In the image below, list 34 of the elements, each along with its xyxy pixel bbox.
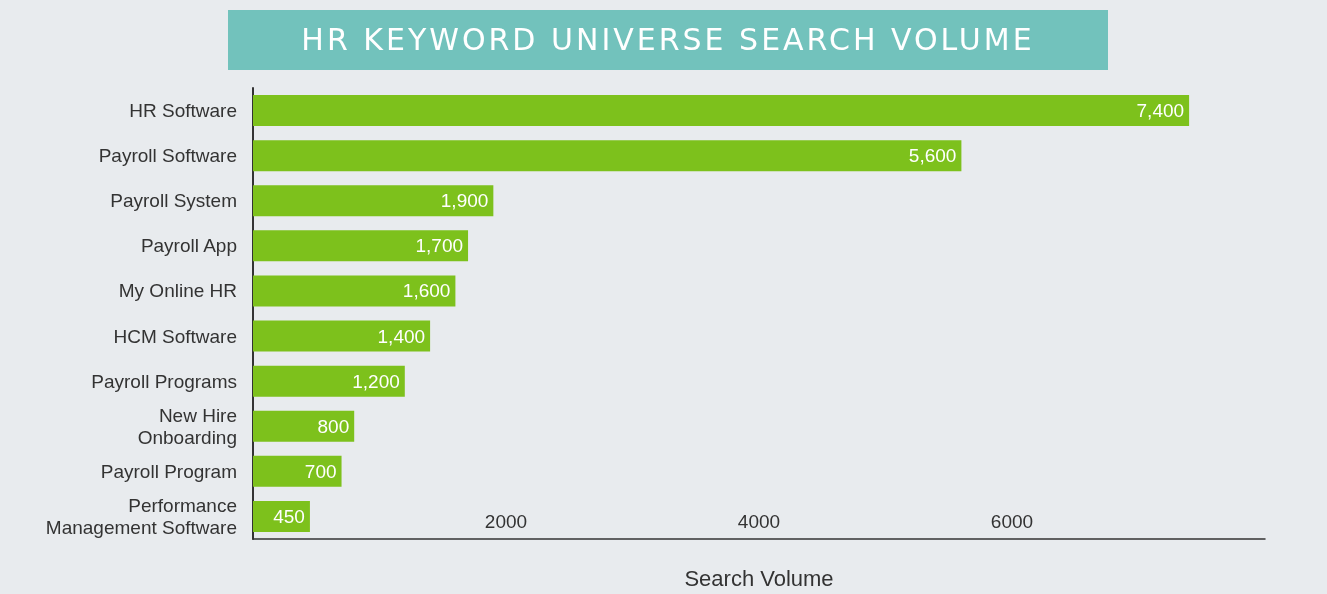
bar	[253, 410, 355, 442]
x-axis-title: Search Volume	[684, 565, 834, 591]
y-tick-label: Payroll App	[140, 235, 237, 257]
bar	[253, 275, 456, 307]
bar	[253, 140, 962, 172]
bar	[253, 365, 405, 397]
bar	[253, 185, 494, 217]
y-tick-label: Payroll Programs	[91, 370, 237, 392]
data-label: 5,600	[908, 145, 957, 167]
y-tick-label: Payroll Program	[100, 460, 237, 482]
data-label: 7,400	[1136, 100, 1185, 122]
data-label: 700	[304, 460, 337, 482]
data-label: 450	[273, 505, 305, 527]
data-label: 1,700	[415, 235, 464, 257]
y-tick-label: Payroll Software	[98, 145, 237, 167]
y-tick-label: HR Software	[129, 100, 237, 122]
data-label: 1,900	[440, 190, 489, 212]
y-tick-label: New Hire Onboarding	[137, 404, 237, 448]
data-label: 1,200	[352, 370, 400, 392]
bar	[253, 320, 431, 352]
y-tick-label: My Online HR	[118, 280, 237, 302]
data-label: 1,400	[377, 325, 426, 347]
data-label: 1,600	[402, 280, 451, 302]
bar	[253, 230, 469, 262]
bar	[253, 455, 342, 487]
y-tick-label: Performance Management Software	[45, 494, 237, 538]
y-tick-label: Payroll System	[110, 190, 237, 212]
data-label: 800	[317, 415, 350, 437]
chart-title: HR KEYWORD UNIVERSE SEARCH VOLUME	[228, 10, 1108, 70]
bar	[253, 95, 1190, 127]
x-tick-label: 6000	[990, 511, 1034, 532]
x-tick-label: 2000	[484, 511, 528, 532]
y-tick-label: HCM Software	[113, 325, 237, 347]
x-tick-label: 4000	[737, 511, 781, 532]
